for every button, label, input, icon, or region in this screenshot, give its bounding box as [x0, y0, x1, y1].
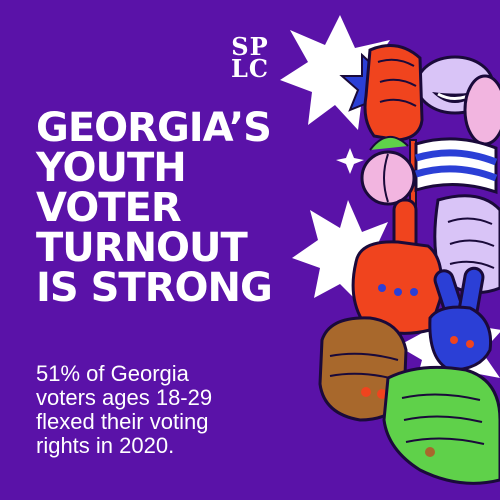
dot-icon [366, 234, 374, 242]
headline-line-5: IS STRONG [36, 265, 273, 311]
burst-middle-icon [292, 200, 398, 304]
burst-top-icon [280, 15, 400, 130]
headline-line-1: GEORGIA’S [36, 105, 272, 151]
peace-sign-hand-icon [428, 266, 493, 372]
headline-line-2: YOUTH [36, 145, 187, 191]
splc-logo: SP LC [226, 32, 274, 84]
pointing-finger-icon [351, 198, 443, 335]
megaphone-mouth-icon [415, 55, 500, 146]
peach-icon [360, 136, 416, 206]
stat-line-1: 51% of Georgia [36, 361, 189, 386]
stat-line-3: flexed their voting [36, 409, 209, 434]
green-hand-icon [382, 365, 500, 485]
logo-line-2: LC [231, 54, 269, 83]
stat-line-4: rights in 2020. [36, 433, 175, 458]
logo-line-1: SP [231, 32, 269, 61]
raised-fist-icon [363, 44, 424, 142]
hands-illustration [280, 15, 500, 485]
sparkle-icon [336, 148, 364, 174]
headline-line-4: TURNOUT [36, 225, 248, 271]
stat-line-2: voters ages 18-29 [36, 385, 213, 410]
stat-text: 51% of Georgia voters ages 18-29 flexed … [36, 362, 296, 458]
headline-line-3: VOTER [36, 185, 182, 231]
headline: GEORGIA’S YOUTH VOTER TURNOUT IS STRONG [36, 108, 316, 308]
